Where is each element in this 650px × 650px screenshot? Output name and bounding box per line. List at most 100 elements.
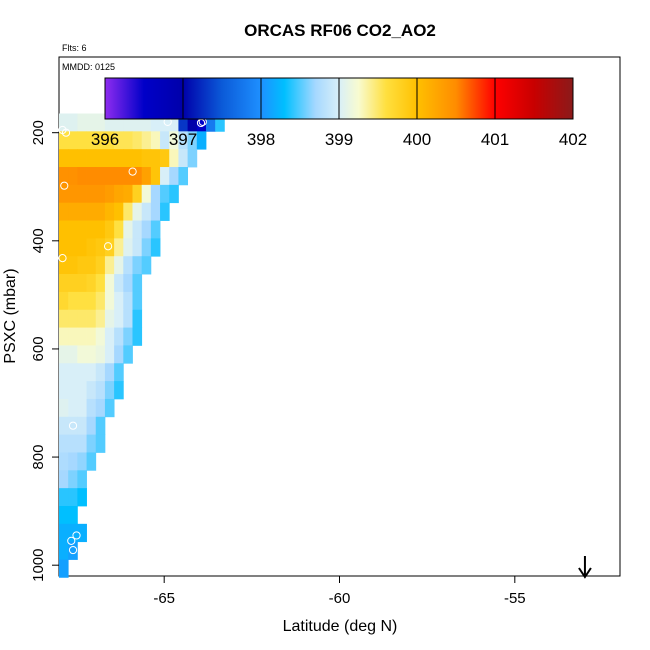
heatmap-cell [86,345,97,364]
heatmap-cell [123,220,133,239]
heatmap-cell [132,220,143,239]
sample-marker [61,128,71,137]
x-tick-label: -55 [504,590,526,607]
heatmap-cell [68,416,78,436]
heatmap-cell [68,452,78,471]
heatmap-cell [77,202,87,221]
sample-marker [68,545,78,555]
sample-marker [60,181,69,190]
heatmap-cell [68,202,78,221]
heatmap-cell [104,291,115,311]
heatmap-cell [123,184,133,204]
heatmap-cell [68,505,78,525]
heatmap-cell [86,291,97,311]
heatmap-cell [59,131,69,150]
heatmap-cell [77,523,87,543]
heatmap-cell [150,149,161,168]
heatmap-cell [77,309,87,328]
heatmap-cell [86,131,97,150]
heatmap-cell [169,149,179,168]
heatmap-cell [77,131,87,150]
heatmap-cell [77,184,87,204]
x-axis-label: Latitude (deg N) [283,618,398,635]
heatmap-cell [95,416,106,436]
heatmap-cell [59,327,69,346]
heatmap-cell [68,309,78,328]
heatmap-cell [104,309,115,328]
heatmap-cell [141,256,152,275]
heatmap-cell [178,113,189,132]
sample-marker [58,254,67,263]
date-note: MMDD: 0125 [62,62,115,72]
heatmap-cell [104,113,115,132]
heatmap-cell [86,202,97,221]
heatmap-cell [59,416,69,436]
heatmap-cell [114,167,124,186]
y-tick-label: 800 [30,445,47,470]
heatmap-cell [104,256,115,275]
heatmap-cell [95,327,106,346]
sample-marker [103,242,113,251]
heatmap-cell [132,256,143,275]
heatmap-cell [68,256,78,275]
heatmap-cell [205,113,216,132]
heatmap-cell [187,149,198,168]
colorbar: 396 397 398 399 400 401 402 [91,77,587,149]
heatmap-cell [77,113,87,132]
heatmap-cell [59,470,69,489]
heatmap-cell [95,167,106,186]
y-axis-label: PSXC (mbar) [2,268,19,363]
heatmap-cell [132,309,143,328]
heatmap-cell [104,345,115,364]
colorbar-tick-label: 400 [403,130,431,149]
heatmap-cell [104,398,115,418]
heatmap-cell [95,274,106,293]
heatmap-cell [68,131,78,150]
heatmap-cell [86,309,97,328]
heatmap-cell [114,327,124,346]
heatmap-cell [77,345,87,364]
heatmap-cell [114,309,124,328]
colorbar-tick-label: 402 [559,130,587,149]
heatmap-cell [77,381,87,400]
heatmap-cell [95,345,106,364]
heatmap-cell [68,291,78,311]
heatmap-cell [77,220,87,239]
colorbar-tick-label: 396 [91,130,119,149]
heatmap-cell [95,363,106,382]
heatmap-cell [59,113,69,132]
colorbar-tick-label: 398 [247,130,275,149]
heatmap-cell [160,131,170,150]
heatmap-cell [104,363,115,382]
heatmap-cell [68,398,78,418]
heatmap-cell [77,167,87,186]
heatmap-cell [68,470,78,489]
heatmap-cell [59,505,69,525]
heatmap-cell [187,113,198,132]
sample-marker [72,531,81,540]
heatmap-cell [86,238,97,257]
heatmap-cell [132,202,143,221]
sample-marker [68,421,78,430]
heatmap-cell [95,238,106,257]
heatmap-cell [123,238,133,257]
heatmap-cell [132,184,143,204]
heatmap-cell [178,167,189,186]
heatmap-cell [59,363,69,382]
heatmap-cell [86,274,97,293]
heatmap-cell [104,202,115,221]
heatmap-cell [123,327,133,346]
heatmap-cell [86,256,97,275]
heatmap-cell [77,274,87,293]
colorbar-tick-label: 397 [169,130,197,149]
heatmap-cell [123,291,133,311]
heatmap-cell [123,256,133,275]
heatmap-cell [150,167,161,186]
heatmap-cell [86,381,97,400]
heatmap-cell [141,167,152,186]
heatmap-cell [59,202,69,221]
heatmap-cell [86,363,97,382]
heatmap-cell [114,220,124,239]
heatmap-cell [95,184,106,204]
x-axis: -65 -60 -55 [153,576,526,607]
